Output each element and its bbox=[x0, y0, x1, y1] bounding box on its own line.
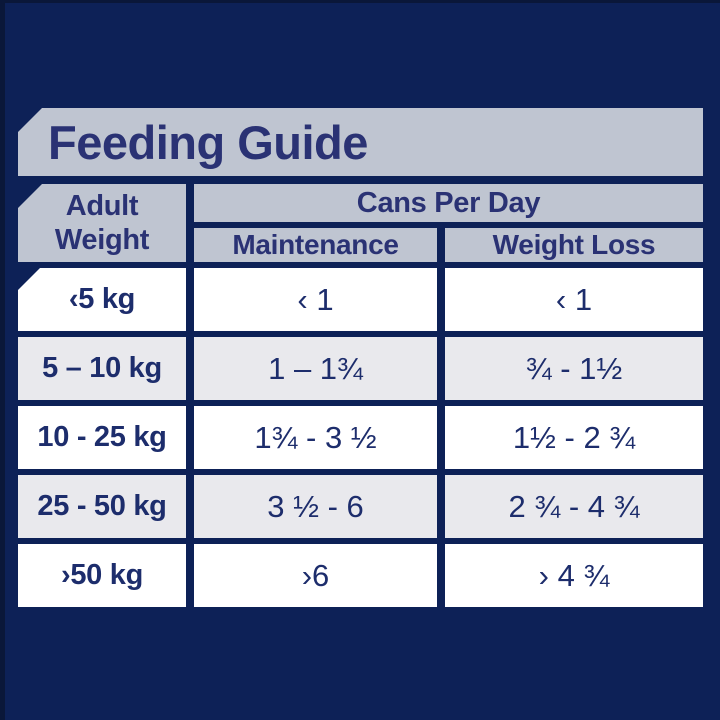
row-5-weight-loss-cell: › 4 ¾ bbox=[445, 544, 703, 607]
row-2-weight-cell: 5 – 10 kg bbox=[18, 337, 186, 400]
row-4-weight-cell: 25 - 50 kg bbox=[18, 475, 186, 538]
row-3-weight-loss-cell: 1½ - 2 ¾ bbox=[445, 406, 703, 469]
title-banner: Feeding Guide bbox=[18, 108, 703, 176]
row-2-weight-loss-cell: ¾ - 1½ bbox=[445, 337, 703, 400]
maintenance-header: Maintenance bbox=[194, 228, 437, 262]
adult-weight-header-line2: Weight bbox=[54, 224, 150, 256]
row-5-maintenance-cell: ›6 bbox=[194, 544, 437, 607]
row-1-maintenance-cell: ‹ 1 bbox=[194, 268, 437, 331]
left-edge-shade bbox=[0, 0, 5, 720]
row-4-maintenance-cell: 3 ½ - 6 bbox=[194, 475, 437, 538]
cans-per-day-header: Cans Per Day bbox=[194, 184, 703, 222]
adult-weight-header: Adult Weight bbox=[18, 184, 186, 262]
row-3-maintenance-cell: 1¾ - 3 ½ bbox=[194, 406, 437, 469]
row-1-weight-cell: ‹5 kg bbox=[18, 268, 186, 331]
adult-weight-header-line1: Adult bbox=[65, 190, 139, 222]
top-edge-shade bbox=[0, 0, 720, 3]
row-2-maintenance-cell: 1 – 1¾ bbox=[194, 337, 437, 400]
row-1-weight-loss-cell: ‹ 1 bbox=[445, 268, 703, 331]
weight-loss-header: Weight Loss bbox=[445, 228, 703, 262]
row-5-weight-cell: ›50 kg bbox=[18, 544, 186, 607]
row-4-weight-loss-cell: 2 ¾ - 4 ¾ bbox=[445, 475, 703, 538]
page-title: Feeding Guide bbox=[48, 115, 368, 169]
row-3-weight-cell: 10 - 25 kg bbox=[18, 406, 186, 469]
